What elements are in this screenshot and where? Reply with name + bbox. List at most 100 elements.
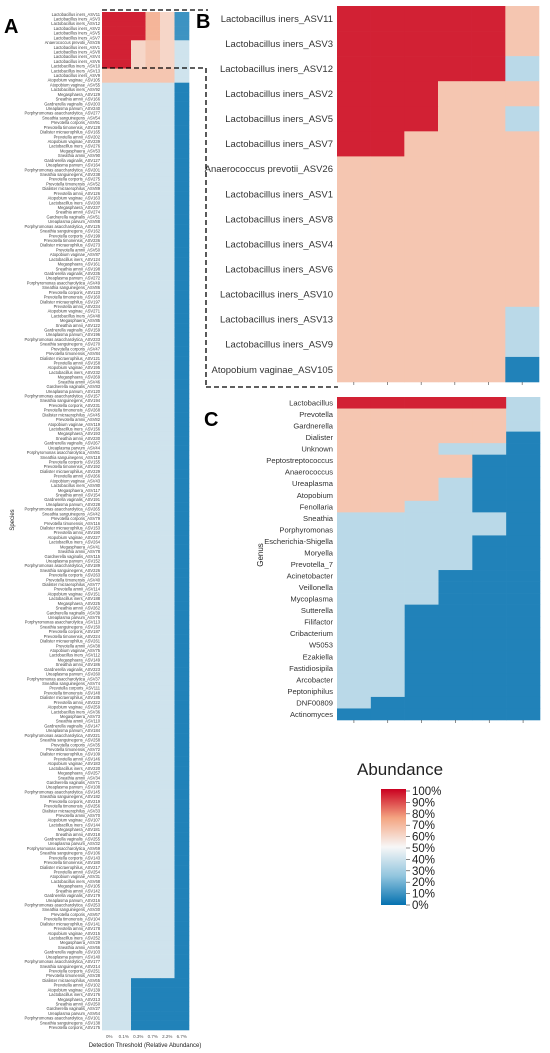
panel-a-heatmap-cell	[174, 1006, 190, 1012]
panel-a-heatmap-cell	[160, 308, 175, 314]
panel-a-heatmap-cell	[174, 294, 190, 300]
panel-a-heatmap-cell	[174, 709, 190, 715]
panel-a-heatmap-cell	[116, 619, 132, 625]
panel-a-heatmap-cell	[102, 770, 117, 776]
panel-a-heatmap-cell	[116, 384, 132, 390]
panel-c-heatmap-cell	[404, 570, 439, 582]
panel-a-heatmap-cell	[174, 318, 190, 324]
panel-a-species-label: Ureaplasma parvum_ASV140	[46, 954, 101, 959]
panel-a-x-tick-label: 0.3%	[133, 1034, 143, 1039]
panel-c-heatmap-cell	[472, 604, 507, 617]
panel-a-heatmap-cell	[174, 436, 190, 442]
panel-a-heatmap-cell	[131, 987, 146, 993]
panel-a-heatmap-cell	[174, 134, 190, 140]
panel-a-heatmap-cell	[160, 907, 175, 913]
panel-a-heatmap-cell	[145, 610, 161, 616]
panel-a-heatmap-cell	[174, 846, 190, 852]
panel-c-heatmap-cell	[337, 431, 372, 444]
panel-c-heatmap-cell	[472, 639, 507, 652]
panel-a-species-label: Lactobacillus iners_ASV264	[49, 540, 101, 545]
panel-a-heatmap-cell	[116, 775, 132, 781]
panel-a-heatmap-cell	[145, 1006, 161, 1012]
panel-a-heatmap-cell	[145, 916, 161, 922]
panel-b-species-label: Anaerococcus prevotii_ASV26	[205, 164, 333, 175]
panel-a-heatmap-cell	[102, 492, 117, 498]
panel-a-heatmap-cell	[145, 775, 161, 781]
panel-a-heatmap-cell	[174, 652, 190, 658]
panel-a-heatmap-cell	[145, 473, 161, 479]
panel-a-heatmap-cell	[102, 21, 117, 27]
panel-a-heatmap-cell	[145, 478, 161, 484]
panel-a-heatmap-cell	[116, 337, 132, 343]
panel-c-heatmap-cell	[506, 685, 541, 698]
panel-a-heatmap-cell	[102, 954, 117, 960]
panel-a-heatmap-cell	[174, 624, 190, 630]
panel-a-heatmap-cell	[116, 219, 132, 225]
panel-a-heatmap-cell	[102, 808, 117, 814]
panel-a-species-label: Prevotella amnii_ASV70	[56, 813, 101, 818]
panel-a-heatmap-cell	[102, 87, 117, 93]
panel-a-heatmap-cell	[145, 455, 161, 461]
panel-a-heatmap-cell	[131, 351, 146, 357]
panel-a-species-label: Atopobium vaginae_ASV75	[50, 648, 101, 653]
panel-a-heatmap-cell	[116, 26, 132, 32]
panel-a-heatmap-cell	[116, 172, 132, 178]
panel-a-heatmap-cell	[145, 662, 161, 668]
panel-c-heatmap-cell	[404, 685, 439, 698]
panel-a-heatmap-cell	[102, 751, 117, 757]
panel-b-species-label: Lactobacillus iners_ASV7	[225, 139, 333, 150]
panel-a-heatmap-cell	[160, 516, 175, 522]
panel-b-species-label: Lactobacillus iners_ASV3	[225, 39, 333, 50]
panel-a-heatmap-cell	[174, 1020, 190, 1026]
panel-a-heatmap-cell	[116, 827, 132, 833]
panel-a-heatmap-cell	[145, 813, 161, 819]
panel-a-heatmap-cell	[174, 643, 190, 649]
panel-a-heatmap-cell	[160, 770, 175, 776]
panel-a-heatmap-cell	[160, 652, 175, 658]
panel-a-heatmap-cell	[160, 883, 175, 889]
panel-a-heatmap-cell	[131, 681, 146, 687]
panel-a-heatmap-cell	[174, 582, 190, 588]
panel-a-heatmap-cell	[160, 685, 175, 691]
panel-a-heatmap-cell	[116, 714, 132, 720]
panel-a-heatmap-cell	[160, 233, 175, 239]
panel-a-heatmap-cell	[102, 671, 117, 677]
panel-a-species-label: Lactobacillus iners_ASV200	[49, 200, 101, 205]
panel-a-species-label: Prevotella timonensis_ASV256	[44, 804, 101, 809]
panel-a-heatmap-cell	[174, 841, 190, 847]
panel-a-heatmap-cell	[174, 40, 190, 46]
panel-a-heatmap-cell	[145, 436, 161, 442]
panel-b-heatmap-cell	[505, 256, 540, 283]
panel-c-heatmap-cell	[370, 431, 405, 444]
panel-b-heatmap-cell	[471, 281, 506, 308]
panel-a-heatmap-cell	[116, 766, 132, 772]
panel-a-heatmap-cell	[174, 879, 190, 885]
panel-a-heatmap-cell	[174, 634, 190, 640]
panel-a-heatmap-cell	[145, 582, 161, 588]
panel-a-heatmap-cell	[160, 558, 175, 564]
panel-c-heatmap-cell	[370, 523, 405, 536]
panel-a-heatmap-cell	[160, 643, 175, 649]
panel-b-heatmap-cell	[505, 56, 540, 82]
panel-a-heatmap-cell	[102, 690, 117, 696]
panel-a-heatmap-cell	[131, 860, 146, 866]
legend-color-bar	[381, 789, 406, 905]
panel-a-heatmap-cell	[145, 200, 161, 206]
panel-a-heatmap-cell	[102, 502, 117, 508]
panel-c-heatmap-cell	[404, 604, 439, 617]
panel-a-heatmap-cell	[174, 77, 190, 83]
panel-a-heatmap-cell	[102, 393, 117, 399]
panel-a-species-label: Prevotella amnii_ASV254	[54, 870, 101, 875]
panel-a-heatmap-cell	[145, 21, 161, 27]
panel-a-heatmap-cell	[131, 68, 146, 74]
panel-a-species-label: Sneathia sanguinegens_ASV182	[40, 794, 101, 799]
panel-a-species-label: Dialister micraerophilus_ASV121	[40, 356, 101, 361]
panel-a-heatmap-cell	[145, 431, 161, 437]
panel-a-heatmap-cell	[174, 506, 190, 512]
panel-b-heatmap-cell	[337, 231, 371, 257]
panel-a-heatmap-cell	[131, 162, 146, 168]
panel-a-species-label: Ureaplasma parvum_ASV44	[48, 445, 101, 450]
panel-a-heatmap-cell	[102, 728, 117, 734]
panel-a-heatmap-cell	[116, 601, 132, 607]
panel-a-heatmap-cell	[131, 879, 146, 885]
